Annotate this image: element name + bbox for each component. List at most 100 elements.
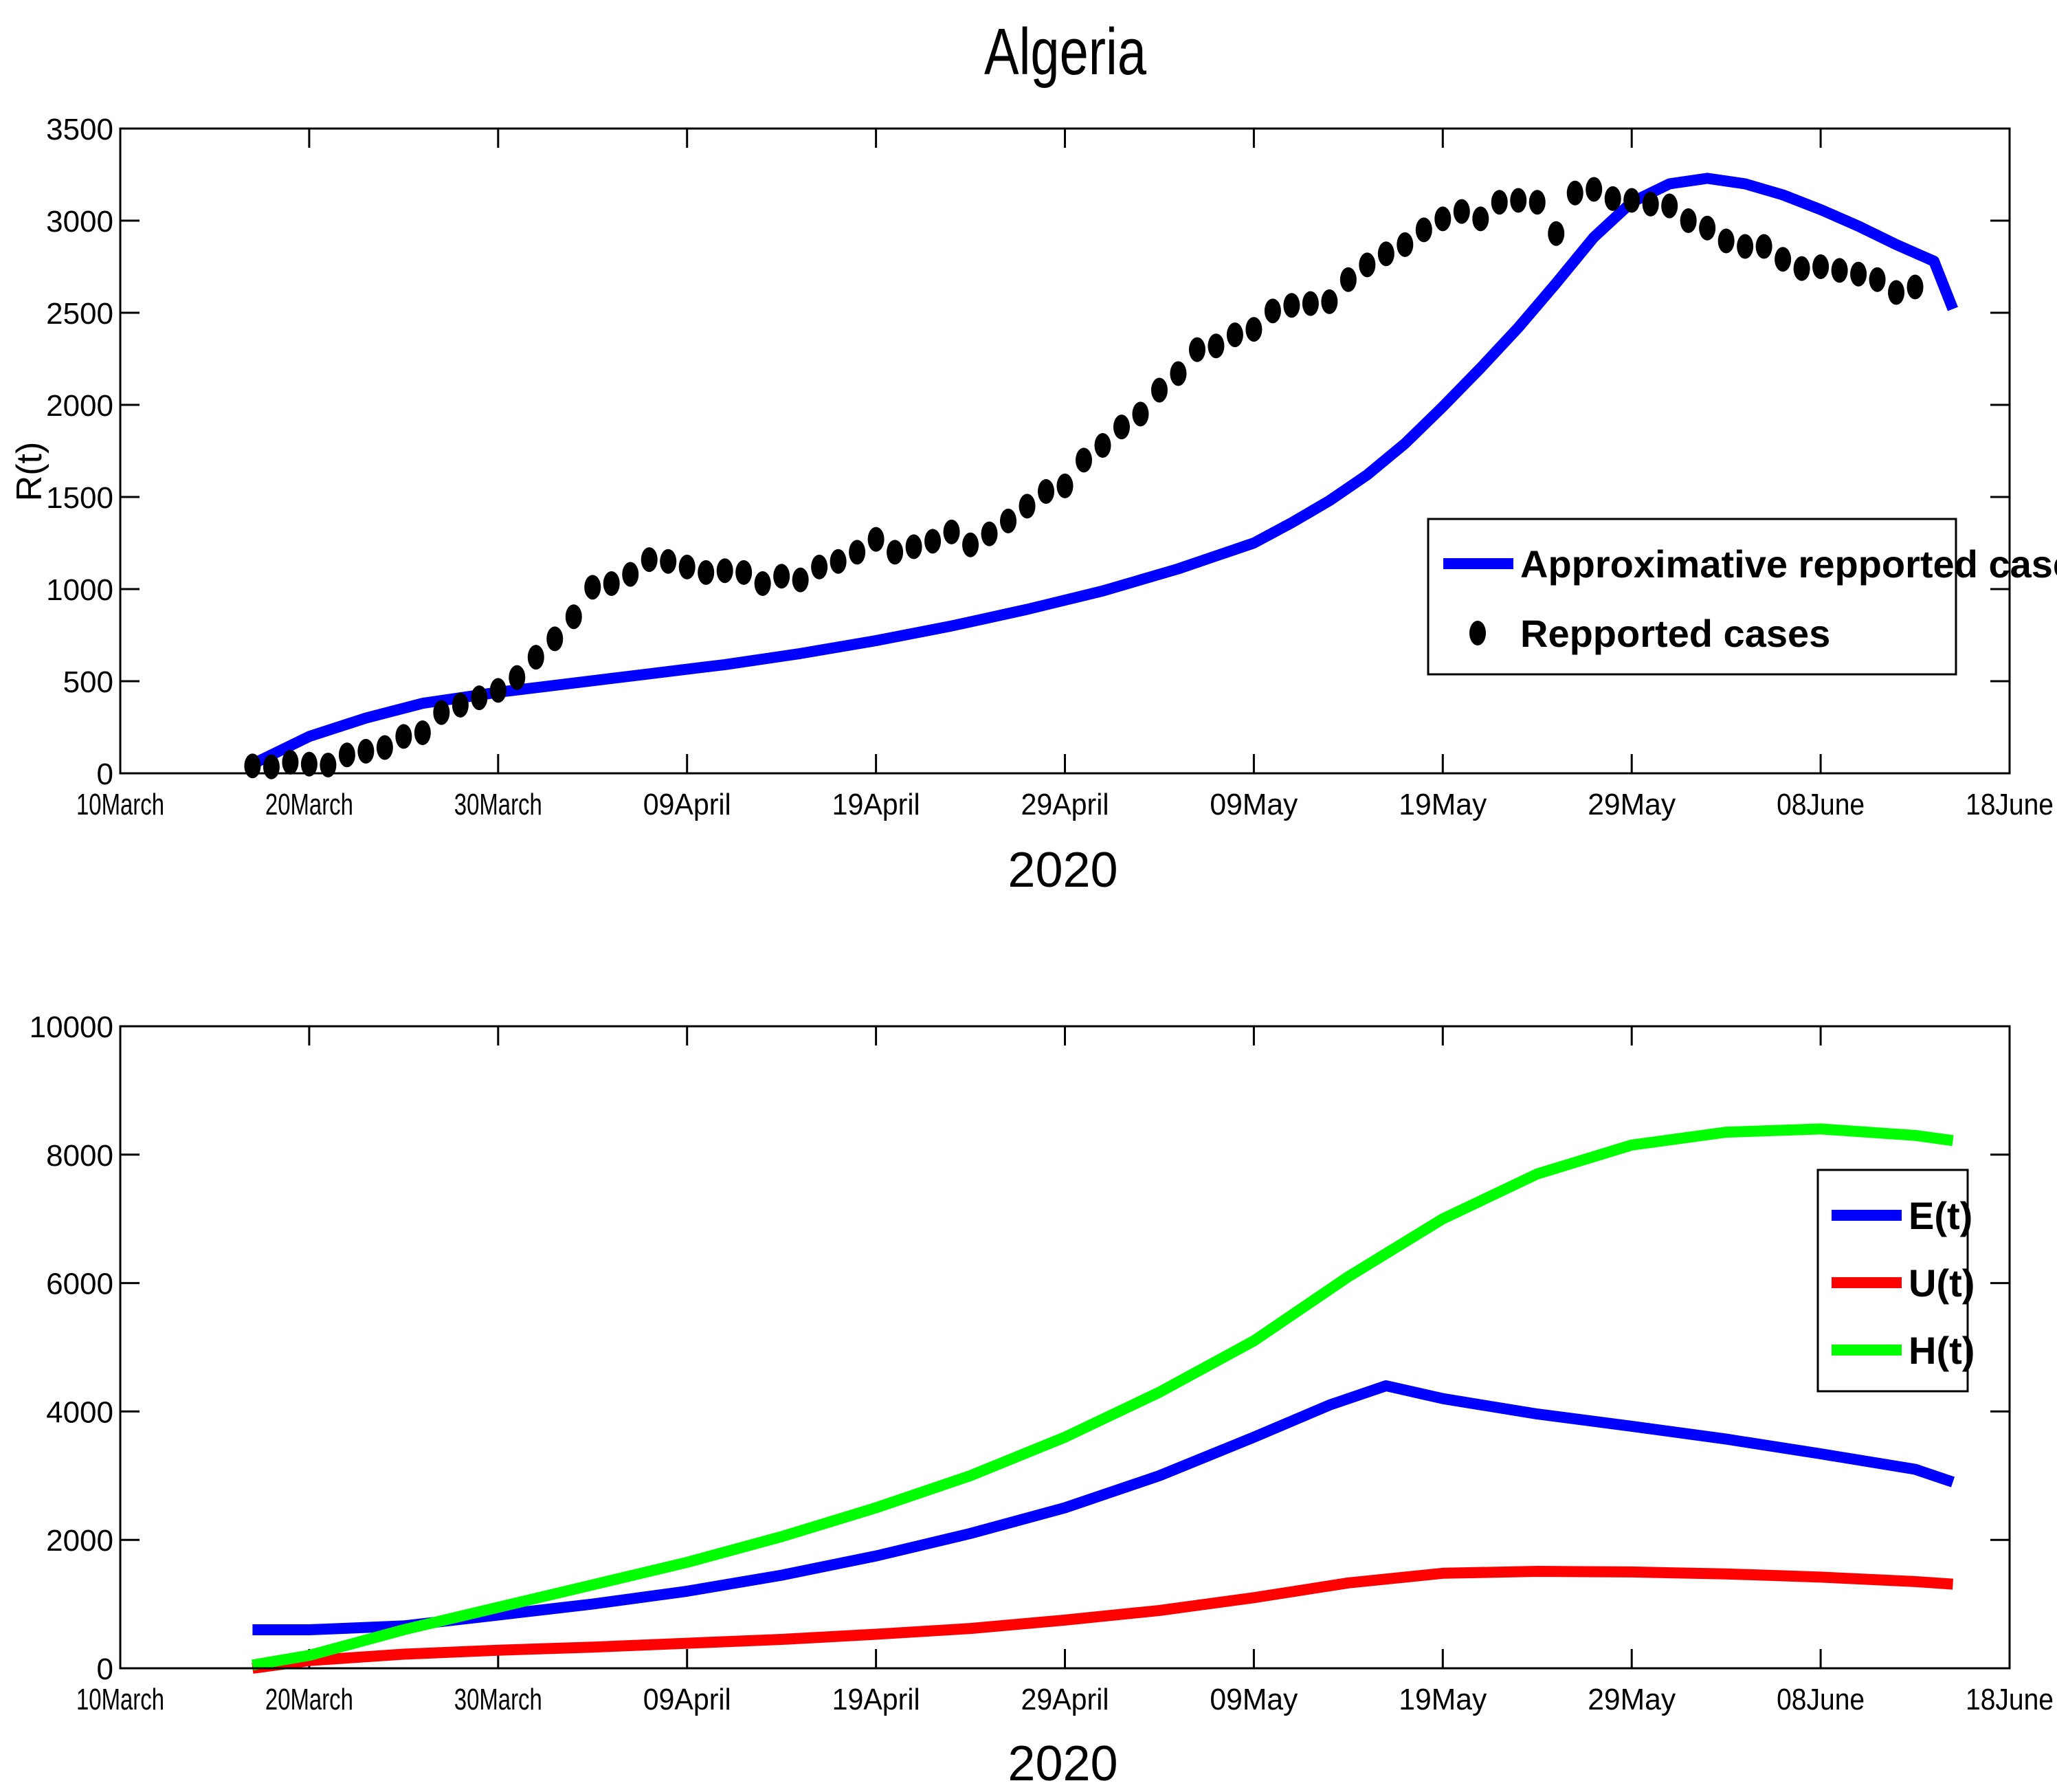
- p2-xtick-label: 18June: [1966, 1683, 2054, 1716]
- p2-tick-labels: 10March 20March 30March 09April 19April 29Apr…: [30, 1010, 2054, 1716]
- chart-title: Algeria: [984, 15, 1146, 89]
- p1-xtick-label: 09April: [643, 788, 731, 821]
- p1-point-repported-cases: [735, 560, 753, 585]
- p1-axes-frame: [119, 127, 2011, 775]
- legend-label-reported: Repported cases: [1520, 612, 1830, 655]
- p1-point-repported-cases: [565, 604, 582, 630]
- p1-point-repported-cases: [1113, 414, 1130, 440]
- p1-point-repported-cases: [1245, 317, 1263, 342]
- p1-xtick-label: 30March: [454, 788, 542, 821]
- p1-point-repported-cases: [300, 751, 318, 777]
- panel-reported-cases: 10March 20March 30March 09April 19April 29Apr…: [10, 113, 2057, 898]
- p1-point-repported-cases: [1888, 280, 1905, 305]
- p1-ytick-label: 2000: [46, 389, 113, 423]
- p2-xtick-label: 09May: [1210, 1683, 1298, 1716]
- p1-xtick-label: 18June: [1966, 788, 2054, 821]
- p1-x-axis-label: 2020: [1008, 843, 1118, 898]
- p2-xtick-label: 30March: [454, 1683, 542, 1716]
- p1-point-repported-cases: [622, 562, 639, 587]
- p1-point-repported-cases: [1283, 293, 1300, 318]
- p2-series-line-e-t: [252, 1380, 1955, 1635]
- p1-point-repported-cases: [1359, 252, 1376, 278]
- p1-point-repported-cases: [1737, 234, 1754, 259]
- p2-xtick-label: 09April: [643, 1683, 731, 1716]
- p1-point-repported-cases: [1000, 508, 1017, 533]
- p1-legend: Approximative repported cases Repported …: [1427, 518, 2057, 676]
- p1-ytick-label: 1500: [46, 481, 113, 515]
- p2-legend: E(t) U(t) H(t): [1816, 1169, 1975, 1393]
- p1-point-repported-cases: [1339, 267, 1357, 292]
- p1-point-repported-cases: [395, 724, 412, 749]
- p1-point-repported-cases: [1642, 191, 1659, 217]
- legend-label-approx: Approximative repported cases: [1520, 542, 2057, 586]
- p1-xtick-label: 19April: [832, 788, 920, 821]
- p1-point-repported-cases: [1850, 261, 1867, 287]
- p1-point-repported-cases: [1510, 188, 1527, 213]
- p1-legend-box: [1427, 518, 1957, 676]
- p1-point-repported-cases: [357, 738, 375, 764]
- p1-point-repported-cases: [1491, 190, 1508, 215]
- legend-label-e: E(t): [1909, 1194, 1972, 1237]
- p1-point-repported-cases: [1264, 298, 1281, 324]
- p1-point-repported-cases: [489, 678, 507, 703]
- p2-xtick-label: 19May: [1399, 1683, 1487, 1716]
- p1-point-repported-cases: [1680, 208, 1697, 233]
- p2-xtick-label: 29May: [1588, 1683, 1676, 1716]
- p1-tick-labels: 10March 20March 30March 09April 19April 29Apr…: [46, 113, 2054, 821]
- p1-point-repported-cases: [792, 567, 809, 593]
- p1-point-repported-cases: [1415, 217, 1432, 243]
- p1-xtick-label: 20March: [265, 788, 353, 821]
- p1-point-repported-cases: [1793, 256, 1810, 281]
- p1-point-repported-cases: [603, 571, 620, 596]
- p1-ticks: [119, 127, 2011, 775]
- p1-point-repported-cases: [320, 752, 337, 777]
- p1-series-layer: [244, 173, 1958, 779]
- p1-point-repported-cases: [962, 532, 979, 557]
- p1-point-repported-cases: [1812, 254, 1830, 279]
- p1-point-repported-cases: [1321, 289, 1338, 314]
- p1-point-repported-cases: [263, 754, 280, 779]
- p1-point-repported-cases: [641, 547, 658, 573]
- p1-y-axis-label: R(t): [10, 442, 49, 502]
- p1-point-repported-cases: [452, 692, 469, 718]
- p1-point-repported-cases: [1906, 274, 1924, 300]
- p1-point-repported-cases: [1302, 291, 1319, 316]
- p2-xtick-label: 19April: [832, 1683, 920, 1716]
- p1-point-repported-cases: [1397, 232, 1414, 257]
- p1-ytick-label: 1000: [46, 573, 113, 607]
- p1-point-repported-cases: [1170, 361, 1187, 386]
- p1-point-repported-cases: [905, 534, 922, 560]
- p1-point-repported-cases: [1869, 267, 1886, 292]
- p1-point-repported-cases: [1604, 186, 1621, 211]
- p1-point-repported-cases: [754, 571, 771, 596]
- legend-marker-reported: [1469, 621, 1486, 645]
- p1-point-repported-cases: [924, 529, 942, 554]
- p2-series-line-u-t: [252, 1566, 1954, 1674]
- p2-ytick-label: 0: [97, 1652, 113, 1686]
- p1-point-repported-cases: [244, 753, 261, 779]
- p1-point-repported-cases: [660, 549, 677, 574]
- p2-ytick-label: 4000: [46, 1395, 113, 1429]
- p2-xtick-label: 20March: [265, 1683, 353, 1716]
- p1-point-repported-cases: [867, 527, 885, 552]
- p1-point-repported-cases: [1132, 401, 1149, 427]
- p2-xtick-label: 10March: [76, 1683, 164, 1716]
- p1-point-repported-cases: [1038, 478, 1055, 504]
- p1-point-repported-cases: [1094, 432, 1111, 458]
- p1-xtick-label: 29May: [1588, 788, 1676, 821]
- p2-series-layer: [252, 1123, 1955, 1674]
- p1-point-repported-cases: [1019, 494, 1036, 519]
- p1-point-repported-cases: [584, 575, 601, 600]
- p2-x-axis-label: 2020: [1008, 1736, 1118, 1791]
- p1-point-repported-cases: [1623, 188, 1641, 213]
- p1-point-repported-cases: [1717, 228, 1735, 254]
- p1-point-repported-cases: [773, 564, 790, 589]
- p1-point-repported-cases: [1226, 322, 1243, 348]
- p2-series-line-h-t: [252, 1123, 1954, 1671]
- p1-point-repported-cases: [414, 720, 431, 746]
- p1-point-repported-cases: [981, 521, 998, 546]
- p1-point-repported-cases: [1377, 241, 1394, 267]
- p1-point-repported-cases: [376, 735, 393, 760]
- p1-point-repported-cases: [433, 700, 450, 725]
